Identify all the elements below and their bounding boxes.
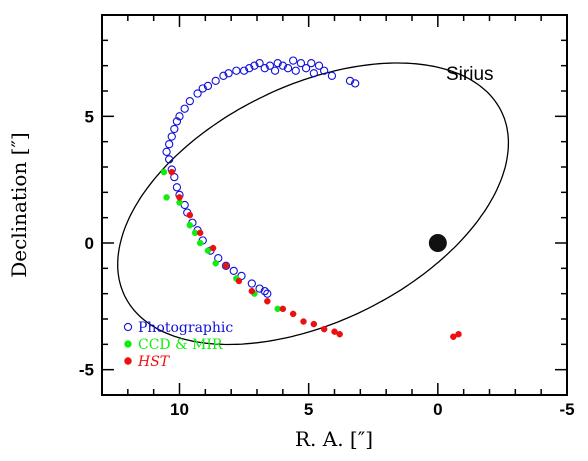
- data-point: [301, 64, 311, 73]
- data-point: [320, 325, 328, 333]
- points-layer: [160, 56, 462, 340]
- data-point: [245, 64, 254, 73]
- data-point: [450, 333, 457, 340]
- data-point: [232, 66, 241, 75]
- data-point: [289, 310, 297, 318]
- legend-label: CCD & MIR: [138, 337, 223, 353]
- data-point: [186, 222, 194, 229]
- legend-marker: [124, 357, 132, 365]
- data-point: [248, 287, 256, 295]
- data-point: [212, 260, 219, 267]
- y-axis-title: Declination [″]: [7, 132, 31, 277]
- data-point: [203, 81, 213, 91]
- data-point: [176, 194, 183, 201]
- legend-label: Photographic: [138, 320, 233, 336]
- orbit-path: [117, 62, 510, 346]
- data-point: [221, 261, 231, 270]
- data-point: [185, 96, 194, 106]
- data-point: [300, 318, 307, 325]
- legend-marker: [124, 340, 132, 348]
- data-point: [263, 289, 272, 298]
- data-point: [168, 168, 175, 176]
- data-point: [336, 330, 343, 338]
- x-tick-label: 10: [170, 400, 189, 419]
- data-point: [165, 140, 174, 149]
- data-point: [222, 262, 230, 270]
- data-point: [278, 61, 287, 70]
- data-point: [180, 104, 189, 113]
- data-point: [296, 58, 306, 68]
- data-point: [270, 66, 280, 75]
- data-point: [345, 76, 355, 86]
- data-point: [279, 305, 287, 313]
- data-point: [172, 183, 182, 192]
- data-point: [307, 58, 316, 68]
- primary-star: [428, 234, 447, 252]
- legend-label: HST: [137, 354, 171, 370]
- chart-annotation: Sirius: [446, 64, 494, 85]
- data-point: [255, 58, 264, 68]
- data-point: [211, 76, 220, 86]
- data-point: [163, 194, 170, 201]
- data-point: [289, 56, 298, 65]
- x-axis-title: R. A. [″]: [295, 427, 373, 451]
- data-point: [351, 79, 360, 88]
- x-tick-label: -5: [559, 400, 574, 419]
- data-point: [314, 61, 324, 70]
- data-point: [162, 147, 171, 156]
- data-point: [219, 71, 228, 80]
- data-point: [283, 64, 293, 73]
- data-point: [160, 168, 168, 176]
- data-point: [209, 244, 217, 252]
- x-tick-label: 0: [433, 400, 442, 419]
- axis-ticks: 10 5 0 -5 5 0 -5: [79, 14, 575, 419]
- data-point: [455, 330, 462, 338]
- data-point: [235, 277, 243, 285]
- data-point: [327, 71, 337, 80]
- y-tick-label: 5: [85, 107, 94, 126]
- orbit-layer: [117, 62, 510, 346]
- data-point: [260, 286, 269, 296]
- data-point: [224, 69, 233, 78]
- x-tick-label: 5: [304, 400, 313, 419]
- data-point: [198, 84, 207, 93]
- data-point: [172, 117, 182, 126]
- data-point: [310, 320, 318, 328]
- data-point: [175, 112, 184, 121]
- y-tick-label: 0: [85, 234, 94, 253]
- data-point: [167, 132, 176, 141]
- data-point: [229, 266, 238, 276]
- data-point: [196, 239, 204, 247]
- data-point: [265, 61, 275, 70]
- data-point: [331, 328, 338, 335]
- data-point: [255, 284, 264, 293]
- y-tick-label: -5: [79, 361, 94, 380]
- data-point: [309, 69, 318, 78]
- data-point: [264, 298, 271, 305]
- data-point: [170, 124, 179, 134]
- data-point: [165, 155, 174, 164]
- data-point: [247, 279, 256, 288]
- data-point: [320, 66, 329, 75]
- data-point: [291, 66, 300, 75]
- legend-marker: [123, 322, 133, 332]
- data-point: [260, 64, 269, 73]
- data-point: [204, 247, 212, 254]
- data-point: [196, 229, 204, 237]
- data-point: [186, 211, 194, 219]
- data-point: [193, 89, 202, 98]
- data-point: [273, 58, 282, 68]
- data-point: [250, 61, 259, 70]
